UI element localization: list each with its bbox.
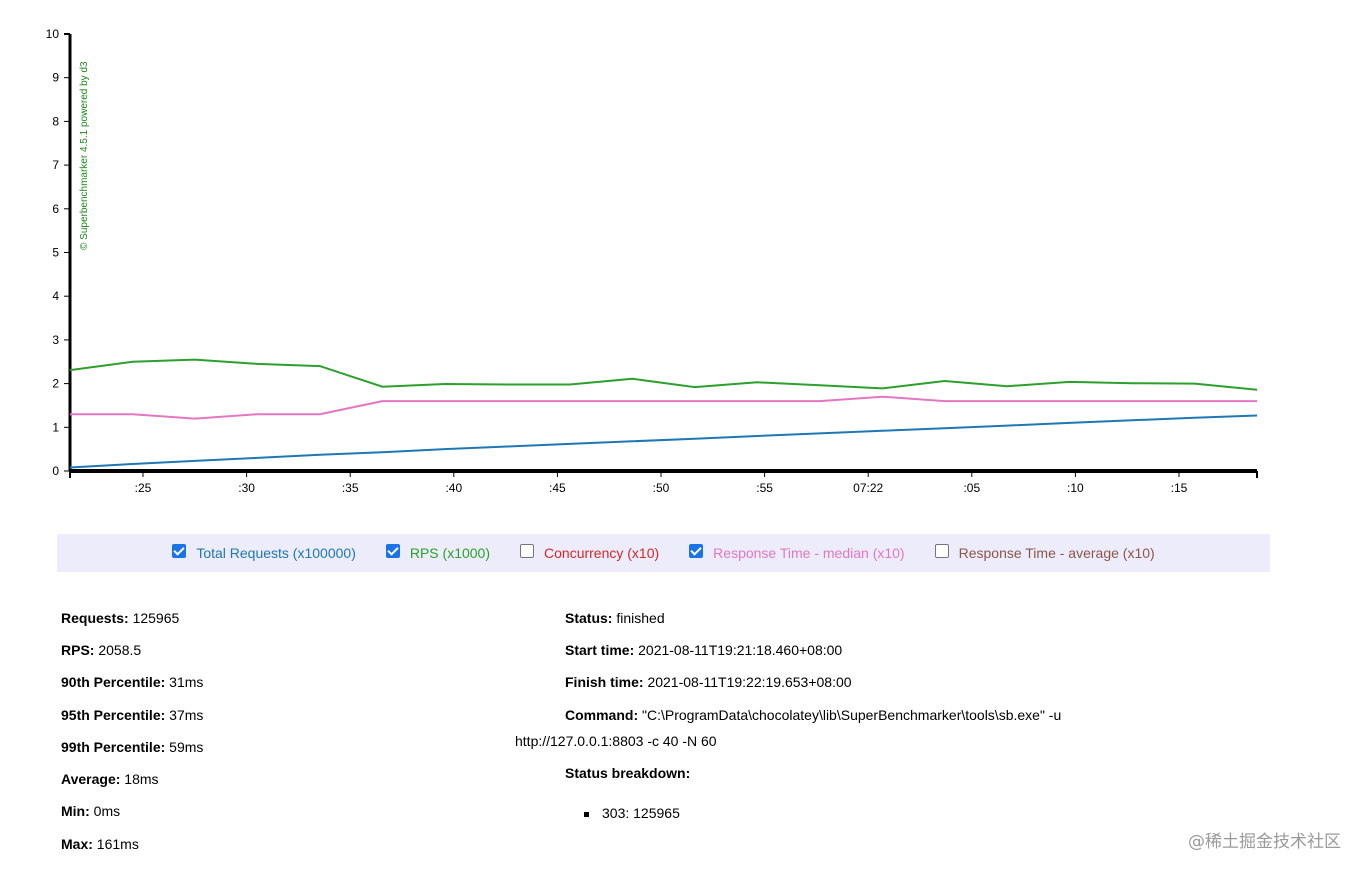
- checkbox-total-requests[interactable]: [172, 544, 187, 558]
- series-layer: [69, 358, 1258, 469]
- x-axis: :25 :30 :35 :40 :45 :50 :55 07:22 :05 :10 :15: [69, 469, 1258, 495]
- stat-p99: 99th Percentile: 59ms: [61, 739, 204, 755]
- series-line-rps: [69, 358, 1258, 391]
- x-tick-label: :55: [756, 481, 773, 495]
- status-breakdown-item: 303: 125965: [584, 805, 680, 821]
- stat-status: Status: finished: [565, 610, 665, 626]
- x-tick-label: 07:22: [853, 481, 883, 495]
- legend-concurrency[interactable]: Concurrency (x10): [520, 544, 660, 561]
- stat-start-time: Start time: 2021-08-11T19:21:18.460+08:0…: [565, 642, 843, 658]
- series-line-total-requests: [69, 414, 1258, 469]
- stat-min: Min: 0ms: [61, 803, 121, 819]
- chart-credit: © Superbenchmarker 4.5.1 powered by d3: [79, 61, 90, 250]
- checkbox-concurrency[interactable]: [520, 544, 535, 558]
- legend-label-response-median: Response Time - median (x10): [713, 545, 905, 561]
- x-tick-label: :30: [238, 481, 255, 495]
- checkbox-rps[interactable]: [385, 544, 400, 558]
- legend-total-requests[interactable]: Total Requests (x100000): [172, 544, 356, 561]
- x-tick-label: :25: [135, 481, 152, 495]
- stat-finish-time: Finish time: 2021-08-11T19:22:19.653+08:…: [565, 674, 852, 690]
- line-chart: 0 1 2 3 4 5 6 7 8 9 10 :25 :30 :35 :40 :45 :50 :55 07:22:…: [46, 27, 1258, 495]
- stat-max: Max: 161ms: [61, 836, 139, 852]
- y-axis: 0 1 2 3 4 5 6 7 8 9 10: [46, 27, 72, 478]
- stat-average: Average: 18ms: [61, 771, 159, 787]
- y-tick-label: 4: [52, 289, 59, 303]
- legend-label-rps: RPS (x1000): [409, 545, 491, 561]
- x-tick-label: :05: [963, 481, 980, 495]
- legend-response-average[interactable]: Response Time - average (x10): [934, 544, 1155, 561]
- y-tick-label: 10: [46, 27, 60, 41]
- y-tick-label: 7: [52, 158, 59, 172]
- watermark: @稀土掘金技术社区: [1188, 832, 1341, 852]
- y-tick-label: 2: [52, 377, 59, 391]
- stat-command-cont: http://127.0.0.1:8803 -c 40 -N 60: [515, 733, 717, 749]
- x-tick-label: :35: [342, 481, 359, 495]
- legend-label-response-average: Response Time - average (x10): [958, 545, 1155, 561]
- legend-rps[interactable]: RPS (x1000): [385, 544, 491, 561]
- x-tick-label: :45: [549, 481, 566, 495]
- checkbox-response-median[interactable]: [689, 544, 704, 558]
- y-tick-label: 5: [52, 246, 59, 260]
- x-tick-label: :15: [1171, 481, 1188, 495]
- x-tick-label: :10: [1067, 481, 1084, 495]
- stat-status-breakdown: Status breakdown:: [565, 765, 691, 781]
- y-tick-label: 6: [52, 202, 59, 216]
- stat-requests: Requests: 125965: [61, 610, 180, 626]
- legend-bar: Total Requests (x100000) RPS (x1000) Con…: [57, 534, 1270, 572]
- series-line-response-median: [70, 395, 1257, 420]
- y-tick-label: 3: [52, 333, 59, 347]
- stat-p90: 90th Percentile: 31ms: [61, 674, 204, 690]
- y-tick-label: 9: [52, 71, 59, 85]
- stat-p95: 95th Percentile: 37ms: [61, 707, 204, 723]
- stat-rps: RPS: 2058.5: [61, 642, 142, 658]
- stat-command: Command: "C:\ProgramData\chocolatey\lib\…: [565, 707, 1062, 723]
- checkbox-response-average[interactable]: [934, 544, 949, 558]
- legend-label-concurrency: Concurrency (x10): [544, 545, 660, 561]
- x-tick-label: :50: [653, 481, 670, 495]
- y-tick-label: 0: [52, 464, 59, 478]
- legend-response-median[interactable]: Response Time - median (x10): [689, 544, 905, 561]
- y-tick-label: 8: [52, 114, 59, 128]
- x-tick-label: :40: [445, 481, 462, 495]
- legend-label-total-requests: Total Requests (x100000): [196, 545, 356, 561]
- y-tick-label: 1: [52, 420, 59, 434]
